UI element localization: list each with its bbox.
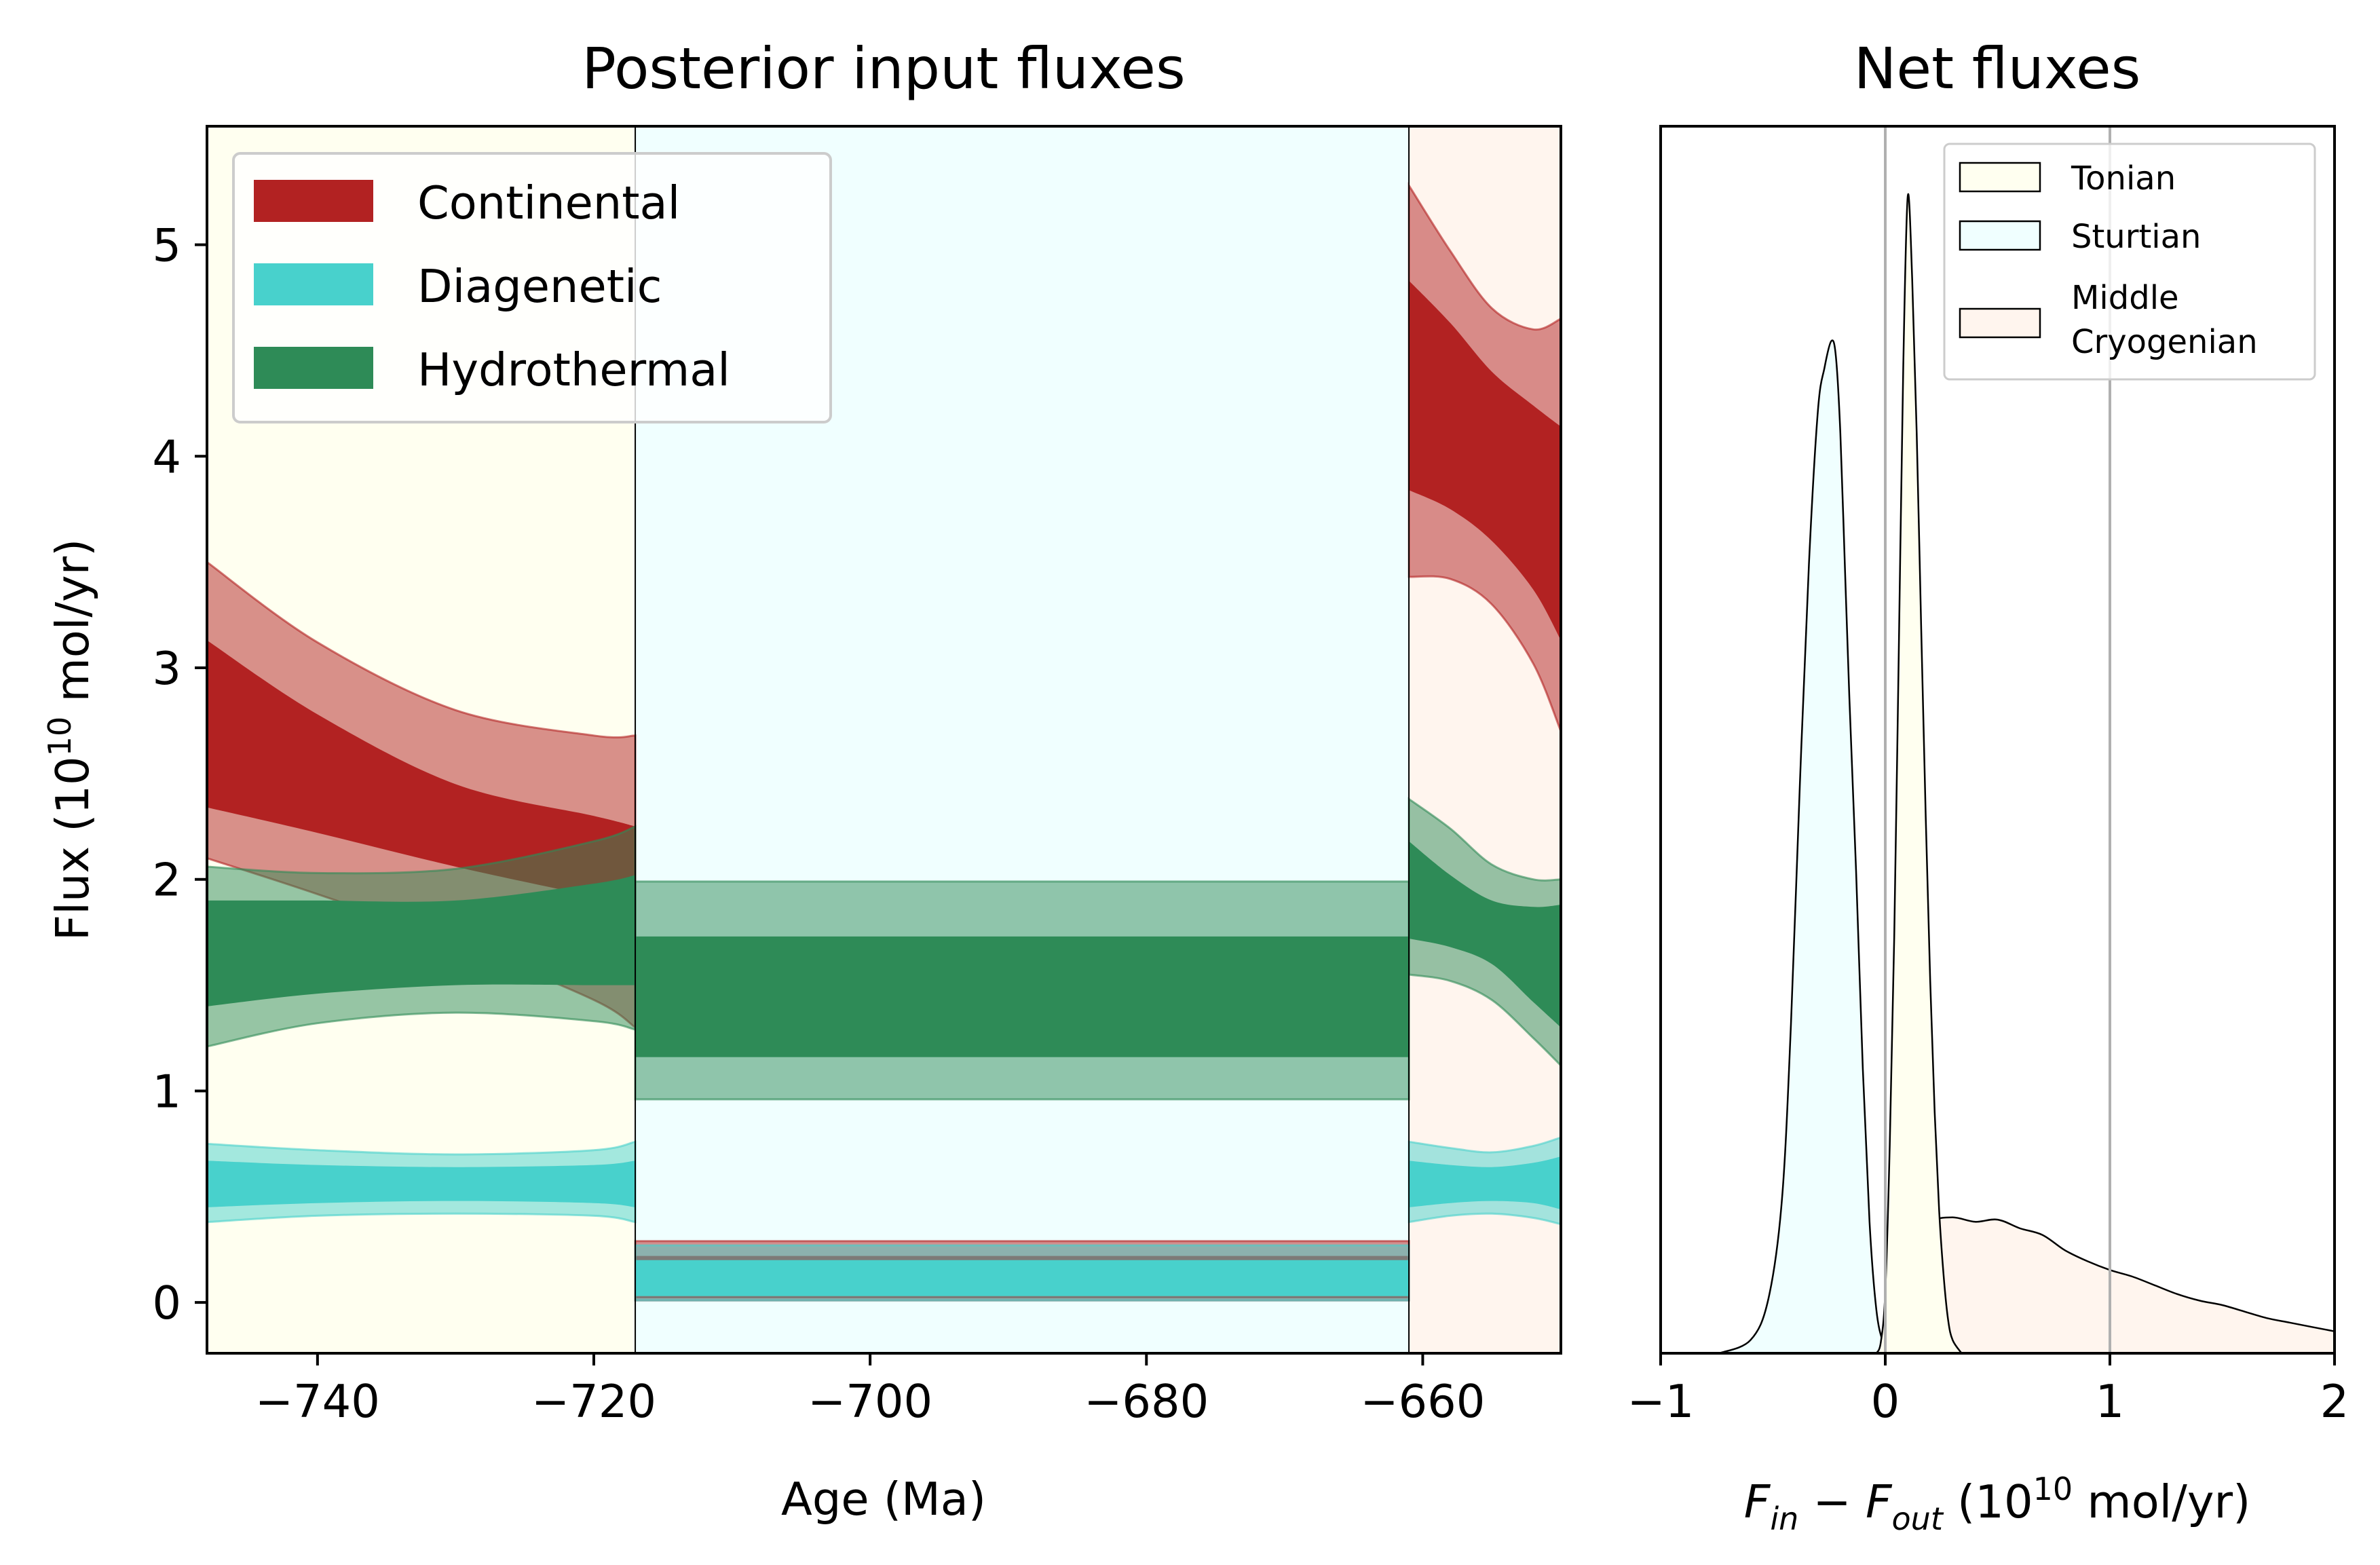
series-diagenetic	[206, 1135, 1562, 1302]
left-series-bands	[206, 182, 1562, 1302]
legend-label-middle-cryogenian-line1: Middle	[2071, 279, 2179, 317]
legend-swatch-continental	[254, 180, 373, 222]
legend-label-middle-cryogenian: Middle Cryogenian	[2071, 279, 2258, 361]
right-x-tick-label: 2	[2320, 1375, 2349, 1428]
left-x-tick-label: −680	[1084, 1375, 1209, 1428]
right-legend: Tonian Sturtian Middle Cryogenian	[1943, 143, 2316, 381]
sturtian-density-line	[1718, 339, 1891, 1355]
right-x-tick-label: −1	[1627, 1375, 1695, 1428]
left-x-tick-label: −700	[808, 1375, 932, 1428]
tonian-density-line	[1875, 193, 1963, 1354]
right-plot-frame	[1659, 125, 2336, 1355]
left-x-ticks: −740 −720 −700 −680 −660	[255, 1353, 1485, 1428]
right-chart-title: Net fluxes	[1854, 35, 2141, 102]
legend-swatch-diagenetic	[254, 263, 373, 305]
left-legend: Continental Diagenetic Hydrothermal	[232, 152, 832, 423]
legend-swatch-hydrothermal	[254, 347, 373, 389]
right-x-axis-label: Fin − Fout (1010 mol/yr)	[1744, 1471, 2250, 1537]
left-x-axis-label: Age (Ma)	[781, 1473, 986, 1526]
left-plot-frame	[206, 125, 1562, 1355]
legend-label-tonian: Tonian	[2071, 159, 2176, 197]
legend-label-diagenetic: Diagenetic	[417, 260, 662, 313]
left-chart-title: Posterior input fluxes	[582, 35, 1185, 102]
left-y-tick-label: 1	[152, 1065, 181, 1118]
left-y-ticks: 0 1 2 3 4 5	[152, 219, 207, 1330]
diagenetic-inner-band-2	[635, 1260, 1410, 1296]
sturtian-density-fill	[1719, 340, 1890, 1354]
left-x-tick-label: −740	[255, 1375, 380, 1428]
continental-inner-band-3	[1409, 280, 1561, 641]
legend-label-continental: Continental	[417, 176, 680, 229]
right-density-curves	[1718, 193, 2335, 1355]
left-x-tick-label: −660	[1360, 1375, 1485, 1428]
legend-swatch-tonian	[1959, 162, 2041, 193]
diagenetic-inner-band-3	[1409, 1156, 1561, 1209]
hydrothermal-inner-band-1	[207, 875, 636, 1006]
density-sturtian	[1718, 339, 1891, 1355]
density-tonian	[1875, 193, 1963, 1354]
legend-swatch-middle-cryogenian	[1959, 307, 2041, 339]
legend-label-sturtian: Sturtian	[2071, 218, 2201, 256]
left-y-tick-label: 3	[152, 642, 181, 695]
left-legend-box	[232, 152, 832, 423]
right-x-ticks: −1 0 1 2	[1627, 1353, 2349, 1428]
left-panel: −740 −720 −700 −680 −660 0 1 2 3 4 5 Posterior in…	[41, 35, 1562, 1526]
left-y-tick-label: 5	[152, 219, 181, 272]
hydrothermal-inner-band-2	[635, 936, 1410, 1057]
left-x-tick-label: −720	[531, 1375, 656, 1428]
tonian-density-fill	[1876, 193, 1962, 1353]
legend-label-middle-cryogenian-line2: Cryogenian	[2071, 323, 2258, 361]
hydrothermal-inner-band-3	[1409, 841, 1561, 1027]
left-y-tick-label: 4	[152, 430, 181, 483]
diagenetic-inner-band-1	[207, 1161, 636, 1207]
legend-label-hydrothermal: Hydrothermal	[417, 343, 730, 396]
series-hydrothermal	[206, 797, 1562, 1101]
left-y-axis-label: Flux (1010 mol/yr)	[41, 539, 99, 941]
left-y-tick-label: 0	[152, 1277, 181, 1330]
legend-swatch-sturtian	[1959, 220, 2041, 251]
middle-cryogenian-density-fill	[1874, 1217, 2335, 1353]
right-panel: −1 0 1 2 Net fluxes Fin − Fout (1010 mol/yr…	[1627, 35, 2349, 1537]
left-y-tick-label: 2	[152, 854, 181, 907]
right-x-tick-label: 0	[1871, 1375, 1900, 1428]
continental-inner-band-1	[207, 640, 636, 903]
right-x-tick-label: 1	[2096, 1375, 2125, 1428]
